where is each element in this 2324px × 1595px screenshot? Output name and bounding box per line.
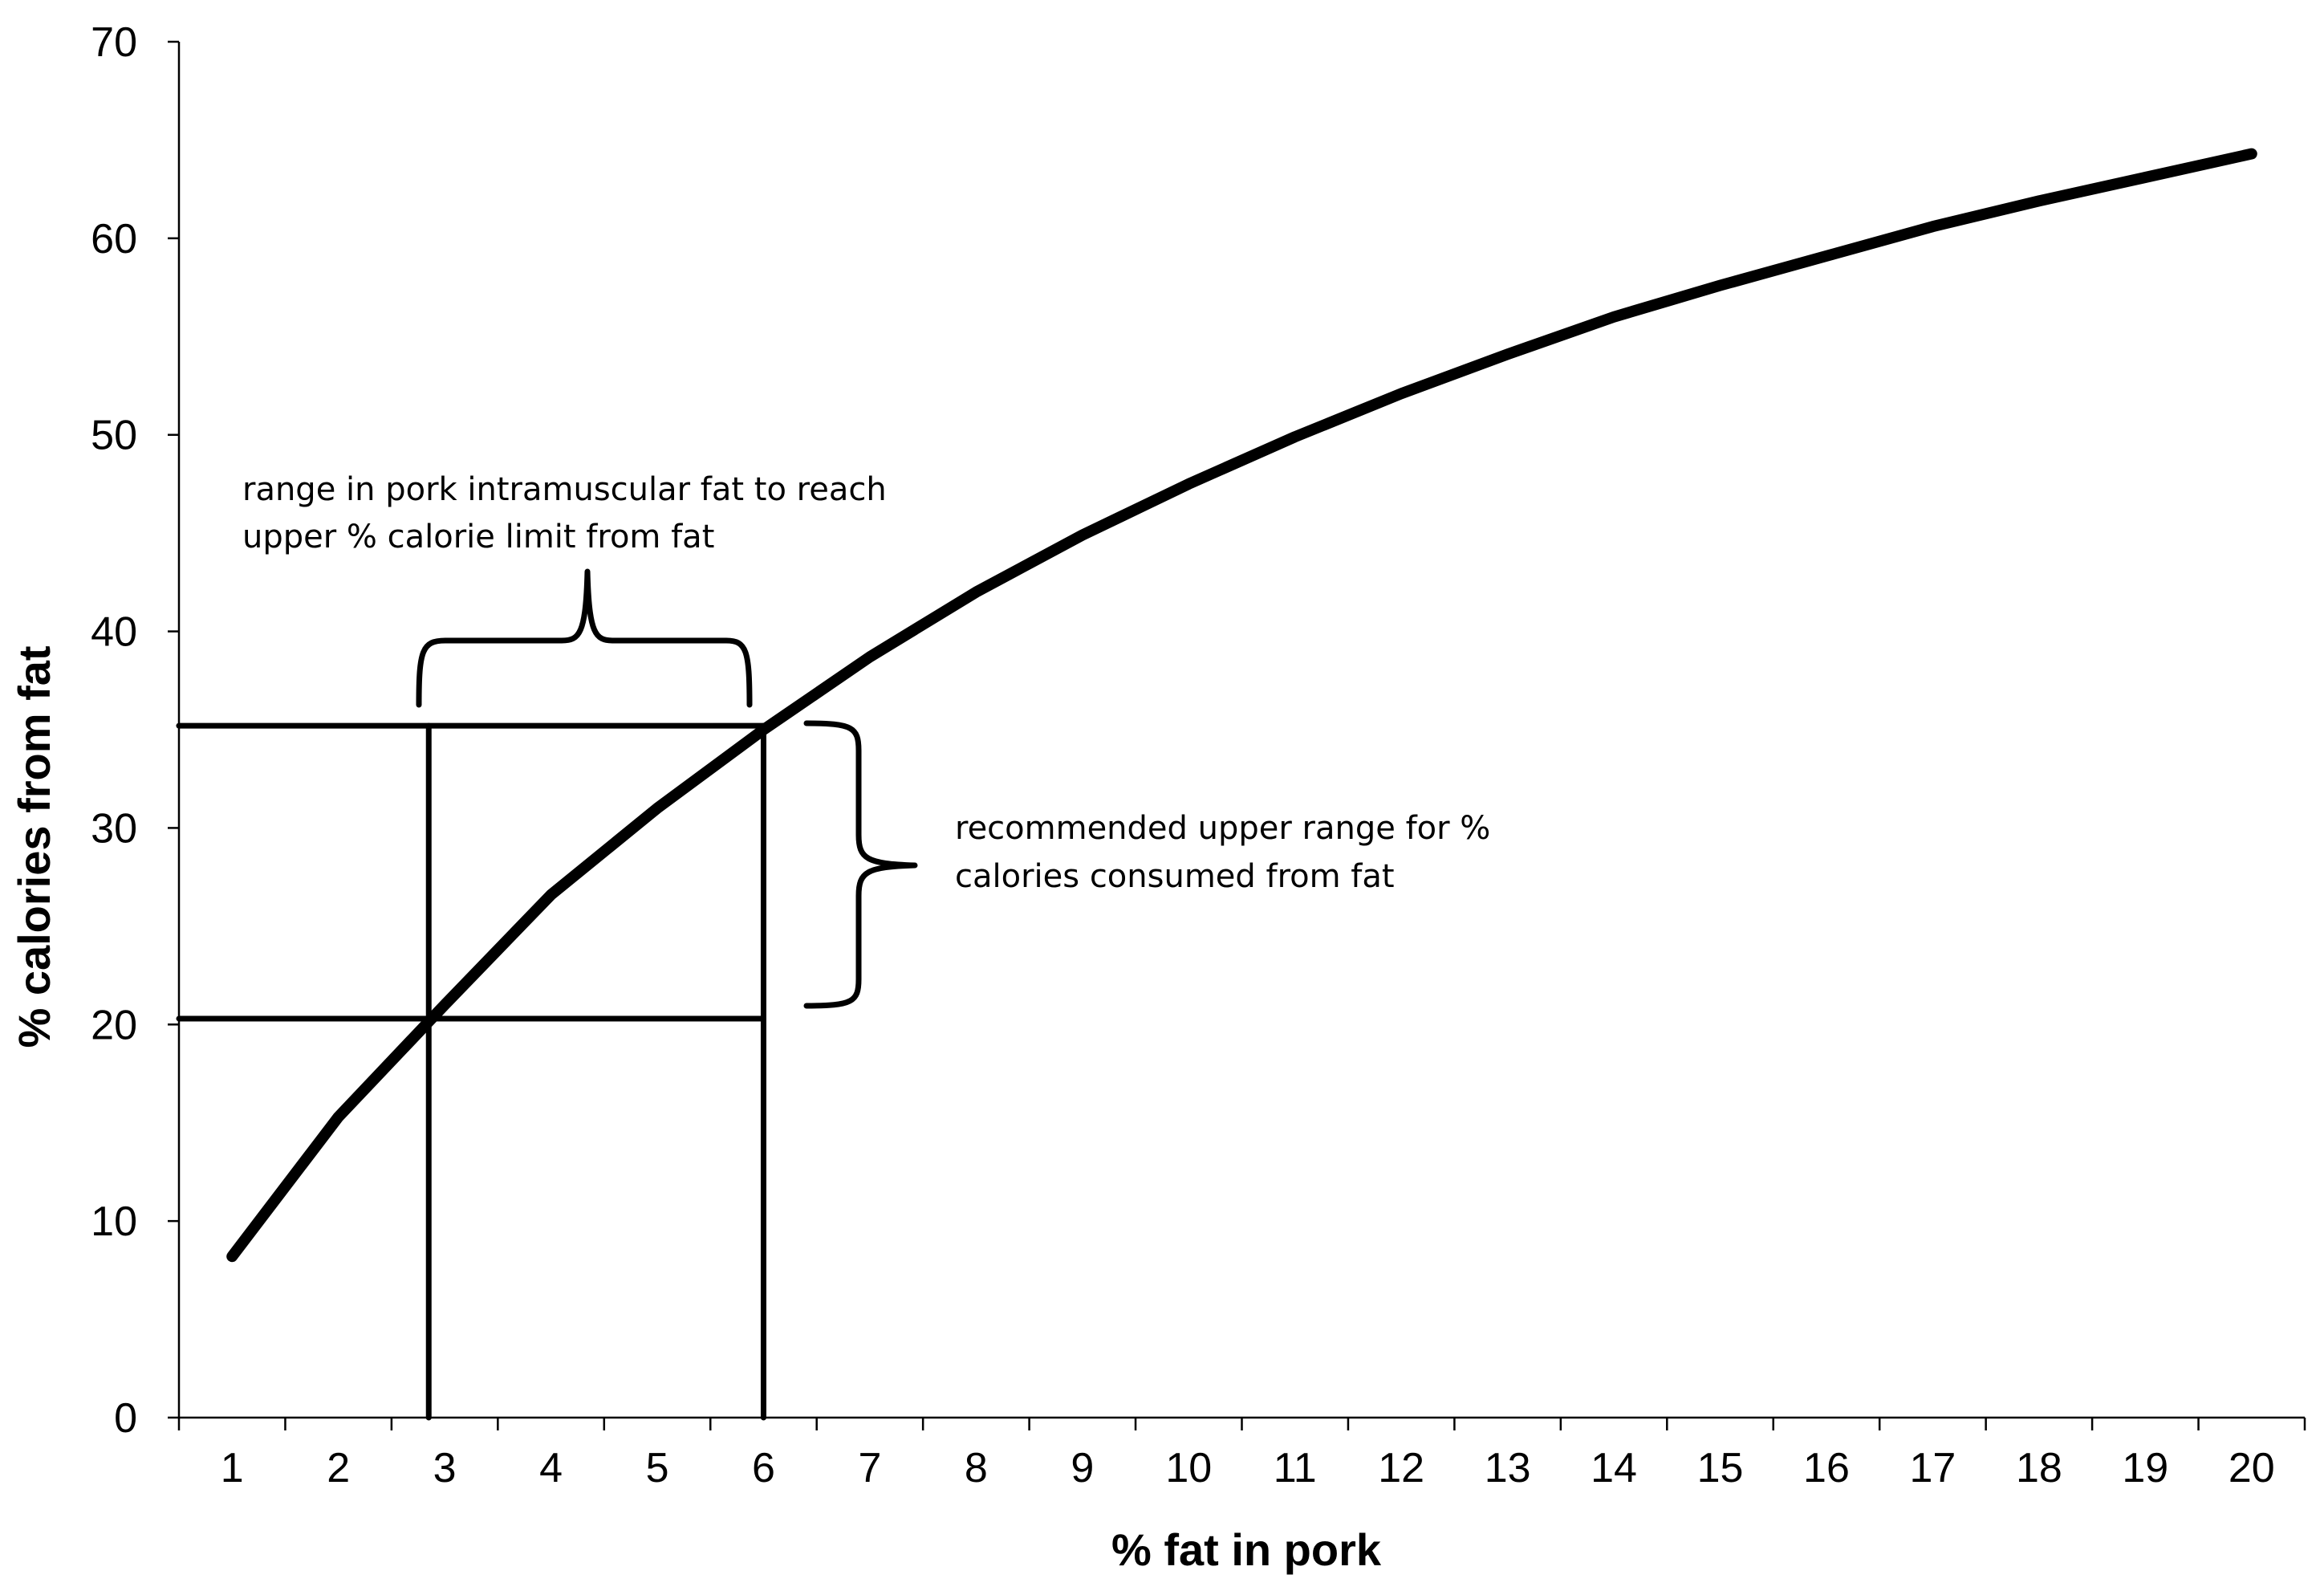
y-tick-label: 70 (91, 19, 137, 66)
x-tick-label: 15 (1697, 1445, 1744, 1491)
x-range-brace (416, 568, 753, 708)
y-tick-label: 30 (91, 805, 137, 852)
x-tick-label: 4 (539, 1445, 563, 1491)
x-tick-label: 16 (1803, 1445, 1850, 1491)
x-tick-label: 9 (1071, 1445, 1094, 1491)
y-axis-ticks: 0 10 20 30 40 50 60 70 (91, 19, 179, 1442)
y-tick-label: 50 (91, 413, 137, 459)
x-axis-ticks: 1 2 3 4 5 6 7 8 9 10 11 12 13 14 15 16 17 18 19 20 (177, 1418, 2306, 1491)
x-tick-label: 1 (221, 1445, 244, 1491)
x-tick-label: 13 (1485, 1445, 1531, 1491)
x-tick-label: 19 (2122, 1445, 2168, 1491)
x-tick-label: 18 (2016, 1445, 2062, 1491)
y-tick-label: 20 (91, 1002, 137, 1048)
y-tick-label: 0 (114, 1395, 137, 1442)
x-tick-label: 7 (858, 1445, 881, 1491)
x-tick-label: 6 (752, 1445, 775, 1491)
annotation-y-range-line-1: recommended upper range for % (955, 810, 1490, 847)
y-axis-title: % calories from fat (9, 645, 59, 1048)
x-tick-label: 17 (1910, 1445, 1956, 1491)
x-tick-label: 8 (965, 1445, 988, 1491)
y-tick-label: 40 (91, 609, 137, 656)
series-group (226, 148, 2257, 1263)
y-tick-label: 60 (91, 216, 137, 262)
x-tick-label: 12 (1378, 1445, 1424, 1491)
x-tick-label: 20 (2229, 1445, 2275, 1491)
y-range-brace (803, 720, 918, 1009)
x-tick-label: 2 (327, 1445, 350, 1491)
x-tick-label: 14 (1591, 1445, 1637, 1491)
annotation-x-range-line-1: range in pork intramuscular fat to reach (242, 471, 887, 508)
x-tick-label: 11 (1274, 1445, 1317, 1491)
reference-lines (176, 722, 766, 1421)
x-tick-label: 3 (433, 1445, 457, 1491)
y-tick-label: 10 (91, 1198, 137, 1245)
x-tick-label: 10 (1165, 1445, 1212, 1491)
x-axis-title: % fat in pork (1111, 1524, 1382, 1575)
annotation-y-range-line-2: calories consumed from fat (955, 858, 1395, 895)
annotation-x-range-line-2: upper % calorie limit from fat (242, 519, 714, 555)
series-line (226, 148, 2257, 1263)
x-tick-label: 5 (646, 1445, 669, 1491)
